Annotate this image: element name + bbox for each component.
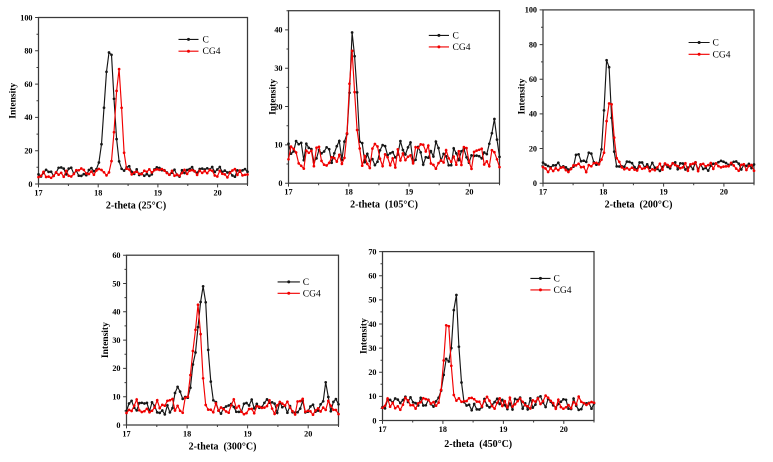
svg-text:17: 17 [122, 430, 130, 439]
svg-text:CG4: CG4 [203, 47, 221, 57]
svg-text:10: 10 [112, 393, 120, 402]
svg-text:C: C [713, 39, 719, 49]
svg-text:80: 80 [24, 47, 32, 56]
svg-text:10: 10 [368, 392, 376, 401]
svg-text:20: 20 [720, 188, 728, 197]
svg-text:19: 19 [499, 425, 507, 434]
svg-text:40: 40 [274, 26, 282, 35]
svg-text:19: 19 [244, 430, 252, 439]
svg-text:30: 30 [274, 64, 282, 73]
svg-text:100: 100 [525, 6, 537, 15]
svg-text:2-theta (25°C): 2-theta (25°C) [106, 201, 166, 212]
svg-text:30: 30 [112, 336, 120, 345]
svg-text:20: 20 [304, 430, 312, 439]
svg-text:CG4: CG4 [713, 50, 731, 60]
svg-text:2-theta (200°C): 2-theta (200°C) [605, 200, 673, 211]
svg-text:20: 20 [112, 364, 120, 373]
svg-text:70: 70 [368, 247, 376, 256]
svg-text:17: 17 [378, 425, 386, 434]
svg-text:18: 18 [183, 430, 191, 439]
svg-text:0: 0 [372, 416, 376, 425]
svg-text:C: C [453, 31, 459, 41]
svg-text:Intensity: Intensity [8, 83, 18, 119]
svg-text:C: C [554, 274, 560, 284]
svg-text:40: 40 [368, 320, 376, 329]
svg-text:20: 20 [274, 102, 282, 111]
svg-text:30: 30 [368, 344, 376, 353]
svg-text:0: 0 [28, 180, 32, 189]
svg-text:50: 50 [368, 296, 376, 305]
svg-text:18: 18 [345, 188, 353, 197]
svg-text:CG4: CG4 [303, 289, 321, 299]
svg-text:50: 50 [112, 279, 120, 288]
svg-text:20: 20 [368, 368, 376, 377]
svg-text:Intensity: Intensity [360, 318, 370, 354]
svg-text:18: 18 [599, 188, 607, 197]
svg-text:60: 60 [24, 80, 32, 89]
svg-text:40: 40 [112, 308, 120, 317]
svg-text:20: 20 [529, 144, 537, 153]
svg-text:2-theta (300°C): 2-theta (300°C) [189, 442, 257, 453]
svg-text:18: 18 [439, 425, 447, 434]
svg-text:19: 19 [405, 188, 413, 197]
svg-text:80: 80 [529, 40, 537, 49]
svg-text:20: 20 [214, 189, 222, 198]
svg-text:17: 17 [539, 188, 547, 197]
svg-text:19: 19 [660, 188, 668, 197]
svg-text:18: 18 [94, 189, 102, 198]
svg-text:0: 0 [533, 179, 537, 188]
svg-text:0: 0 [278, 179, 282, 188]
svg-text:17: 17 [34, 189, 42, 198]
svg-text:2-theta (105°C): 2-theta (105°C) [350, 200, 418, 211]
svg-text:60: 60 [368, 272, 376, 281]
svg-text:C: C [303, 278, 309, 288]
svg-text:CG4: CG4 [554, 286, 572, 296]
svg-text:100: 100 [20, 13, 32, 22]
svg-text:17: 17 [284, 188, 292, 197]
svg-text:20: 20 [24, 147, 32, 156]
svg-text:Intensity: Intensity [268, 79, 278, 115]
svg-text:19: 19 [154, 189, 162, 198]
svg-text:20: 20 [560, 425, 568, 434]
svg-text:20: 20 [465, 188, 473, 197]
svg-text:40: 40 [24, 113, 32, 122]
svg-text:60: 60 [112, 251, 120, 260]
svg-text:Intensity: Intensity [101, 322, 111, 358]
svg-text:Intensity: Intensity [518, 78, 528, 114]
svg-text:40: 40 [529, 110, 537, 119]
svg-text:2-theta (450°C): 2-theta (450°C) [444, 439, 512, 450]
svg-text:0: 0 [116, 421, 120, 430]
svg-text:60: 60 [529, 75, 537, 84]
svg-text:C: C [203, 35, 209, 45]
svg-text:10: 10 [274, 141, 282, 150]
svg-text:CG4: CG4 [453, 43, 471, 53]
